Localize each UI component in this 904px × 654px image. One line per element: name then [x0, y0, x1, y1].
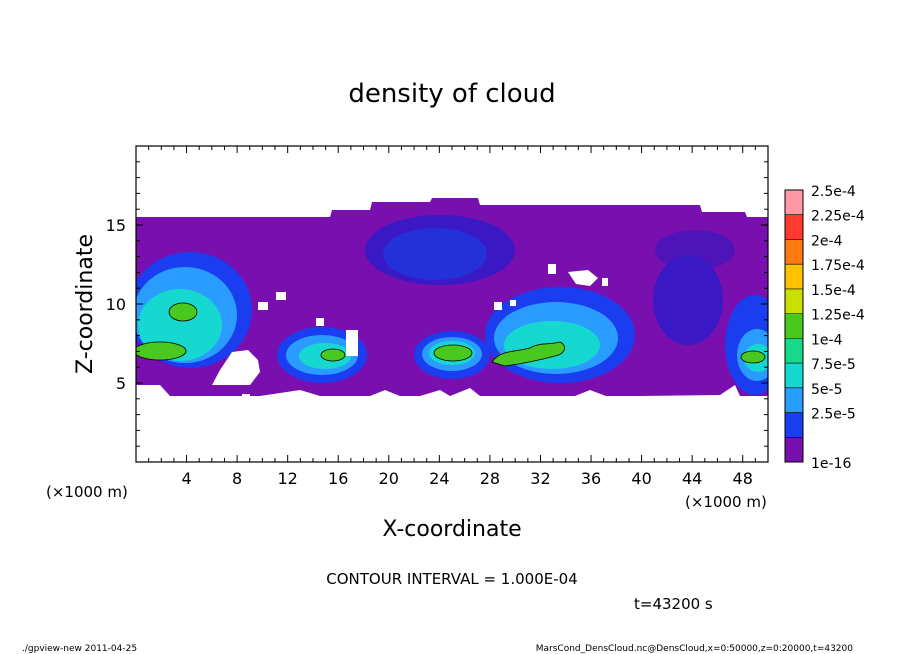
colorbar-label: 2.5e-5 — [811, 407, 856, 423]
colorbar-label: 1.25e-4 — [811, 308, 865, 324]
x-tick-label: 24 — [429, 469, 449, 488]
colorbar-label: 1e-4 — [811, 332, 843, 348]
colorbar-swatch — [785, 387, 803, 413]
colorbar-swatch — [785, 363, 803, 388]
colorbar-label: 2.5e-4 — [811, 184, 856, 200]
x-tick-label: 32 — [530, 469, 550, 488]
x-tick-label: 28 — [480, 469, 500, 488]
chart-title: density of cloud — [348, 79, 555, 109]
colorbar-swatch — [785, 313, 803, 339]
colorbar-label: 1e-16 — [811, 456, 851, 472]
contour-interval: CONTOUR INTERVAL = 1.000E-04 — [326, 570, 577, 588]
x-tick-label: 16 — [328, 469, 348, 488]
colorbar-frame — [784, 189, 804, 463]
footer-right: MarsCond_DensCloud.nc@DensCloud,x=0:5000… — [536, 644, 853, 654]
x-tick-label: 4 — [181, 469, 191, 488]
x-tick-label: 20 — [379, 469, 399, 488]
colorbar-swatch — [785, 264, 803, 289]
colorbar-swatch — [785, 190, 803, 215]
colorbar-swatch — [785, 239, 803, 265]
colorbar-label: 5e-5 — [811, 382, 842, 398]
footer-left: ./gpview-new 2011-04-25 — [22, 644, 137, 654]
colorbar-swatch — [785, 338, 803, 364]
y-tick-label: 10 — [106, 295, 126, 314]
x-axis-unit-left: (×1000 m) — [46, 483, 128, 501]
x-tick-label: 48 — [733, 469, 753, 488]
colorbar-label: 1.5e-4 — [811, 283, 856, 299]
blob-right — [653, 255, 768, 395]
x-tick-label: 12 — [278, 469, 298, 488]
cloud-gaps — [212, 264, 608, 402]
x-axis-label: X-coordinate — [382, 517, 521, 542]
x-tick-label: 40 — [631, 469, 651, 488]
x-tick-label: 36 — [581, 469, 601, 488]
x-tick-label: 8 — [232, 469, 242, 488]
colorbar-label: 2e-4 — [811, 233, 843, 249]
colorbar-label: 1.75e-4 — [811, 258, 865, 274]
colorbar: 2.5e-4 2.25e-4 2e-4 1.75e-4 1.5e-4 1.25e-4 1e-… — [784, 184, 865, 472]
colorbar-swatch — [785, 412, 803, 438]
density-field — [136, 198, 768, 402]
y-tick-label: 5 — [116, 374, 126, 393]
colorbar-label: 7.5e-5 — [811, 357, 856, 373]
colorbar-swatch — [785, 437, 803, 462]
time-label: t=43200 s — [634, 595, 713, 613]
x-axis-unit-right: (×1000 m) — [685, 493, 767, 511]
blob-24 — [414, 331, 490, 379]
x-axis: 4 8 12 16 20 24 28 32 36 40 44 48 — [135, 146, 769, 488]
y-tick-label: 15 — [106, 216, 126, 235]
colorbar-swatch — [785, 288, 803, 314]
blob-left — [136, 252, 252, 368]
colorbar-swatch — [785, 214, 803, 240]
y-axis-label: Z-coordinate — [73, 234, 98, 374]
y-axis: 5 10 15 — [106, 145, 768, 463]
x-tick-label: 44 — [682, 469, 702, 488]
blob-16 — [277, 327, 367, 383]
colorbar-label: 2.25e-4 — [811, 209, 865, 225]
blob-32 — [485, 287, 635, 383]
